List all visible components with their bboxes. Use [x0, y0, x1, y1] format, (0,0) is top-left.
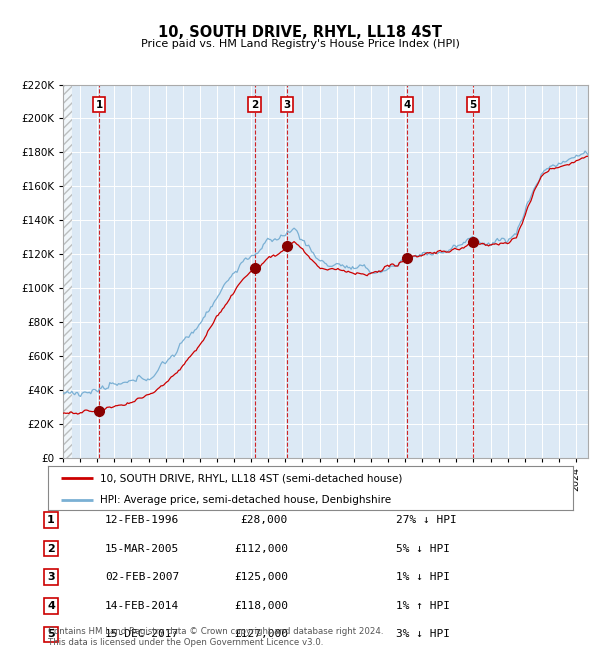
- Text: 27% ↓ HPI: 27% ↓ HPI: [396, 515, 457, 525]
- Text: This data is licensed under the Open Government Licence v3.0.: This data is licensed under the Open Gov…: [48, 638, 323, 647]
- Text: 5: 5: [469, 100, 476, 110]
- Text: £125,000: £125,000: [234, 572, 288, 582]
- Text: 4: 4: [403, 100, 411, 110]
- Text: 10, SOUTH DRIVE, RHYL, LL18 4ST: 10, SOUTH DRIVE, RHYL, LL18 4ST: [158, 25, 442, 40]
- Text: HPI: Average price, semi-detached house, Denbighshire: HPI: Average price, semi-detached house,…: [101, 495, 392, 504]
- Text: 02-FEB-2007: 02-FEB-2007: [105, 572, 179, 582]
- Text: 2: 2: [251, 100, 259, 110]
- Bar: [63, 84, 71, 458]
- Text: 3: 3: [283, 100, 290, 110]
- Text: Contains HM Land Registry data © Crown copyright and database right 2024.: Contains HM Land Registry data © Crown c…: [48, 627, 383, 636]
- Text: 1: 1: [47, 515, 55, 525]
- Text: 1% ↑ HPI: 1% ↑ HPI: [396, 601, 450, 611]
- Text: £112,000: £112,000: [234, 543, 288, 554]
- Text: £118,000: £118,000: [234, 601, 288, 611]
- Text: 1: 1: [95, 100, 103, 110]
- Text: 5% ↓ HPI: 5% ↓ HPI: [396, 543, 450, 554]
- Text: 5: 5: [47, 629, 55, 640]
- Text: 3% ↓ HPI: 3% ↓ HPI: [396, 629, 450, 640]
- Text: 15-DEC-2017: 15-DEC-2017: [105, 629, 179, 640]
- Text: Price paid vs. HM Land Registry's House Price Index (HPI): Price paid vs. HM Land Registry's House …: [140, 39, 460, 49]
- Text: £28,000: £28,000: [241, 515, 288, 525]
- Text: 12-FEB-1996: 12-FEB-1996: [105, 515, 179, 525]
- Text: £127,000: £127,000: [234, 629, 288, 640]
- Text: 15-MAR-2005: 15-MAR-2005: [105, 543, 179, 554]
- Text: 3: 3: [47, 572, 55, 582]
- Text: 1% ↓ HPI: 1% ↓ HPI: [396, 572, 450, 582]
- Text: 4: 4: [47, 601, 55, 611]
- Text: 10, SOUTH DRIVE, RHYL, LL18 4ST (semi-detached house): 10, SOUTH DRIVE, RHYL, LL18 4ST (semi-de…: [101, 473, 403, 484]
- Text: 2: 2: [47, 543, 55, 554]
- Text: 14-FEB-2014: 14-FEB-2014: [105, 601, 179, 611]
